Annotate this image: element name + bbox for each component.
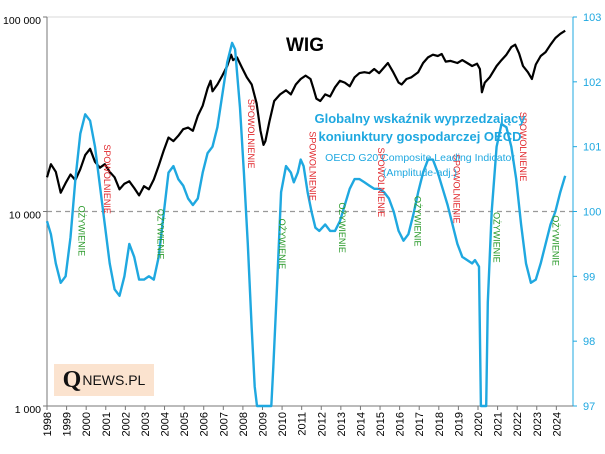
x-axis-tick-label: 2014 xyxy=(355,412,367,436)
chart-axes: 1 000 10 000 100 000 97 98 99 100 101 102 103 1998… xyxy=(3,12,601,436)
x-axis-tick-label: 2015 xyxy=(375,412,387,436)
annotation-ozywienie: OŻYWIENIE xyxy=(492,212,502,263)
x-axis-tick-label: 2016 xyxy=(395,412,407,436)
right-axis-tick-label: 98 xyxy=(583,336,595,348)
x-axis-tick-label: 2017 xyxy=(414,412,426,436)
annotation-spowolnienie: SPOWOLNIENIE xyxy=(308,131,318,201)
x-axis-tick-label: 2004 xyxy=(160,412,172,436)
right-axis-tick-label: 99 xyxy=(583,271,595,283)
left-axis-tick-label: 100 000 xyxy=(3,15,41,27)
logo-q: Q xyxy=(62,366,82,393)
x-axis-tick-label: 2007 xyxy=(218,412,230,436)
chart-series xyxy=(45,29,567,408)
x-axis-tick-label: 2020 xyxy=(473,412,485,436)
x-axis-tick-label: 2023 xyxy=(532,412,544,436)
x-axis-tick-label: 2013 xyxy=(336,412,348,436)
left-axis-tick-label: 10 000 xyxy=(9,210,41,222)
annotation-spowolnienie: SPOWOLNIENIE xyxy=(518,112,528,182)
annotation-ozywienie: OŻYWIENIE xyxy=(277,219,287,270)
x-axis-tick-label: 2011 xyxy=(297,412,309,436)
annotation-ozywienie: OŻYWIENIE xyxy=(412,196,422,247)
qnews-logo: Q NEWS.PL xyxy=(54,364,154,396)
annotation-ozywienie: OŻYWIENIE xyxy=(550,215,560,266)
oecd-cli-line xyxy=(45,41,567,408)
chart-annotations: OŻYWIENIE SPOWOLNIENIE OŻYWIENIE SPOWOLNIEN… xyxy=(76,99,560,269)
x-axis-tick-label: 2003 xyxy=(140,412,152,436)
left-axis-tick-label: 1 000 xyxy=(15,404,41,416)
right-axis-tick-label: 101 xyxy=(583,142,601,154)
x-axis-tick-label: 2008 xyxy=(238,412,250,436)
right-axis-tick-label: 100 xyxy=(583,207,601,219)
x-axis-tick-label: 2012 xyxy=(316,412,328,436)
x-axis-tick-label: 2002 xyxy=(120,412,132,436)
x-axis-tick-label: 2006 xyxy=(199,412,211,436)
annotation-ozywienie: OŻYWIENIE xyxy=(156,209,166,260)
right-axis-tick-label: 103 xyxy=(583,12,601,24)
annotation-spowolnienie: SPOWOLNIENIE xyxy=(246,99,256,169)
annotation-spowolnienie: SPOWOLNIENIE xyxy=(451,154,461,224)
x-axis-tick-label: 2001 xyxy=(101,412,113,436)
x-axis-tick-label: 1998 xyxy=(42,412,54,436)
right-axis-tick-label: 102 xyxy=(583,77,601,89)
x-axis-tick-label: 1999 xyxy=(62,412,74,436)
x-axis-tick-label: 2019 xyxy=(453,412,465,436)
x-axis-tick-label: 2024 xyxy=(551,412,563,436)
annotation-spowolnienie: SPOWOLNIENIE xyxy=(102,144,112,214)
chart-note-line-2: (Amplitude-adj.) xyxy=(383,167,457,179)
chart-subtitle-line-2: koniunktury gospodarczej OECD xyxy=(319,129,522,144)
x-axis-tick-label: 2021 xyxy=(493,412,505,436)
annotation-ozywienie: OŻYWIENIE xyxy=(76,206,86,257)
chart-subtitle-line-1: Globalny wskaźnik wyprzedzający xyxy=(315,111,527,126)
logo-text: NEWS.PL xyxy=(82,372,146,388)
x-axis-tick-label: 2022 xyxy=(512,412,524,436)
x-axis-tick-label: 2018 xyxy=(434,412,446,436)
x-axis-tick-label: 2005 xyxy=(179,412,191,436)
chart-title: WIG xyxy=(286,35,324,56)
wig-line xyxy=(45,29,566,197)
annotation-spowolnienie: SPOWOLNIENIE xyxy=(376,148,386,218)
annotation-ozywienie: OŻYWIENIE xyxy=(337,202,347,253)
x-axis-tick-label: 2010 xyxy=(277,412,289,436)
chart-note-line-1: OECD G20 Composite Leading Indicator xyxy=(325,152,515,164)
right-axis-tick-label: 97 xyxy=(583,401,595,413)
x-axis-tick-label: 2009 xyxy=(257,412,269,436)
x-axis-tick-label: 2000 xyxy=(81,412,93,436)
